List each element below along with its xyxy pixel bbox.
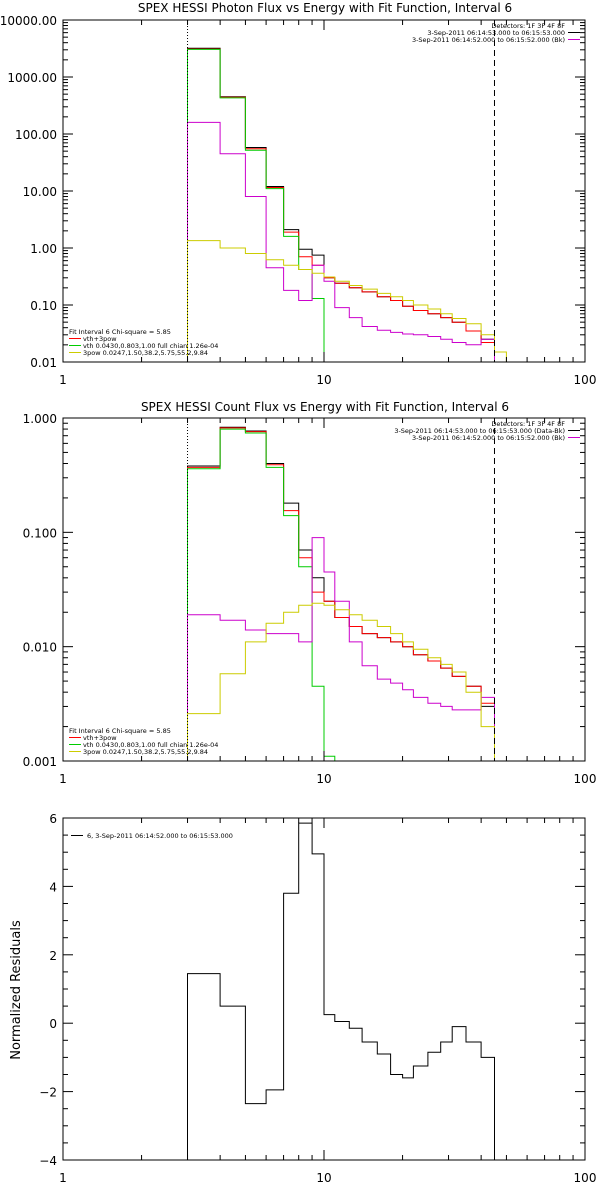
legend-bottom-entry: vth 0.0430,0.803,1.00 full chian 1.26e-0… [83, 342, 218, 350]
x-tick-label: 100 [574, 373, 597, 387]
photon-flux-panel: SPEX HESSI Photon Flux vs Energy with Fi… [0, 1, 596, 387]
legend-bottom-entry: Fit Interval 6 Chi-square = 5.85 [69, 727, 171, 735]
photon-flux-title: SPEX HESSI Photon Flux vs Energy with Fi… [138, 1, 512, 15]
y-tick-label: 1000.00 [7, 71, 57, 85]
y-tick-label: 100.00 [15, 128, 57, 142]
residuals-ylabel: Normalized Residuals [9, 920, 24, 1060]
series-0-line [187, 822, 495, 1160]
count-flux-panel: SPEX HESSI Count Flux vs Energy with Fit… [23, 400, 597, 786]
legend-bottom-entry: 3pow 0.0247,1.50,38.2,5.75,55.2,9.84 [83, 349, 208, 357]
y-tick-label: 0.01 [30, 356, 57, 370]
y-tick-label: 4 [49, 880, 57, 894]
x-tick-label: 10 [316, 1171, 331, 1185]
series-0-line [187, 47, 495, 362]
y-tick-label: 10000.00 [0, 14, 57, 28]
legend-bottom-entry: vth+3pow [83, 335, 117, 343]
legend-bottom-entry: vth+3pow [83, 734, 117, 742]
legend-top-entry: Detectors: 1F 3F 4F 8F [491, 420, 565, 428]
legend-top-entry: 3-Sep-2011 06:14:52.000 to 06:15:52.000 … [412, 434, 565, 442]
y-tick-label: 0.10 [30, 299, 57, 313]
x-tick-label: 100 [574, 1171, 597, 1185]
y-tick-label: 1.000 [23, 412, 57, 426]
legend-top-entry: 3-Sep-2011 06:14:52.000 to 06:15:52.000 … [412, 36, 565, 44]
series-4-line [187, 240, 507, 362]
series-2-line [187, 428, 336, 761]
count-flux-title: SPEX HESSI Count Flux vs Energy with Fit… [141, 400, 509, 414]
legend-bottom-entry: vth 0.0430,0.803,1.00 full chian 1.26e-0… [83, 741, 218, 749]
y-tick-label: 1.00 [30, 242, 57, 256]
legend-top-entry: 3-Sep-2011 06:14:53.000 to 06:15:53.000 … [394, 427, 565, 435]
y-tick-label: 10.00 [23, 185, 57, 199]
y-tick-label: −4 [39, 1154, 57, 1168]
legend-bottom-entry: 3pow 0.0247,1.50,38.2,5.75,55.2,9.84 [83, 748, 208, 756]
x-tick-label: 10 [316, 772, 331, 786]
x-tick-label: 1 [59, 772, 67, 786]
legend-top-entry: Detectors: 1F 3F 4F 8F [491, 22, 565, 30]
x-tick-label: 1 [59, 373, 67, 387]
series-3-line [187, 121, 495, 362]
y-tick-label: 0.001 [23, 755, 57, 769]
series-2-line [187, 48, 325, 362]
series-0-line [187, 426, 495, 761]
y-tick-label: 0 [49, 1017, 57, 1031]
legend-bottom-entry: Fit Interval 6 Chi-square = 5.85 [69, 328, 171, 336]
series-1-line [187, 427, 495, 761]
residuals-panel: Normalized Residuals 1 10 100 −4 −2 0 2 4 6 6, 3-… [9, 812, 596, 1185]
y-tick-label: 0.100 [23, 526, 57, 540]
y-tick-label: 2 [49, 949, 57, 963]
series-4-line [187, 602, 495, 761]
series-3-line [187, 537, 495, 761]
y-tick-label: 6 [49, 812, 57, 826]
series-1-line [187, 48, 495, 362]
x-tick-label: 100 [574, 772, 597, 786]
x-tick-label: 1 [59, 1171, 67, 1185]
y-tick-label: −2 [39, 1086, 57, 1100]
legend-left-entry: 6, 3-Sep-2011 06:14:52.000 to 06:15:53.0… [87, 832, 233, 840]
legend-top-entry: 3-Sep-2011 06:14:53.000 to 06:15:53.000 [427, 29, 565, 37]
x-tick-label: 10 [316, 373, 331, 387]
y-tick-label: 0.010 [23, 641, 57, 655]
